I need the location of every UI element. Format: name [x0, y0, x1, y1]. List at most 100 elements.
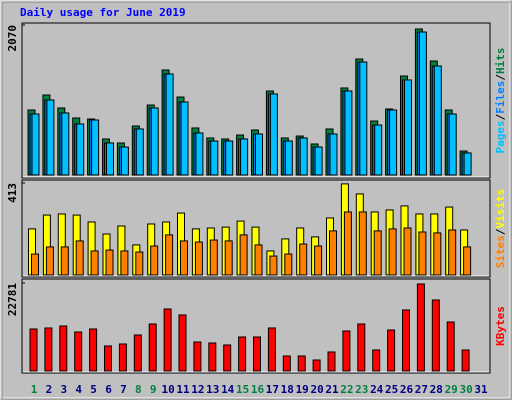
bar [433, 232, 442, 276]
bar [388, 228, 397, 276]
bar [284, 140, 293, 176]
x-tick-label: 31 [474, 383, 488, 396]
x-tick-label: 21 [325, 383, 339, 396]
bar [165, 234, 174, 276]
x-tick-label: 12 [191, 383, 204, 396]
x-tick-label: 2 [46, 383, 53, 396]
bar [75, 240, 84, 276]
y-tick-label: 2070 [6, 25, 19, 52]
x-tick-label: 26 [400, 383, 414, 396]
bar [416, 283, 425, 372]
x-tick-label: 5 [90, 383, 97, 396]
bar [178, 314, 187, 372]
bar [342, 330, 351, 372]
bar [60, 246, 69, 276]
bar [329, 230, 337, 276]
bar [254, 244, 263, 276]
bar [299, 137, 308, 176]
x-tick-label: 29 [445, 383, 458, 396]
bar [418, 31, 427, 176]
bar [44, 327, 53, 372]
x-tick-label: 3 [60, 383, 67, 396]
bar [106, 142, 114, 176]
bar [225, 140, 234, 176]
bar [105, 249, 114, 276]
bar [46, 99, 55, 176]
bar [148, 323, 157, 372]
legend-entry: Hits [494, 48, 507, 75]
bar [133, 334, 142, 372]
x-tick-label: 19 [296, 383, 309, 396]
bar [282, 355, 291, 372]
x-tick-label: 14 [221, 383, 235, 396]
bar [387, 329, 396, 372]
bar [327, 351, 336, 372]
bar [253, 336, 261, 372]
x-tick-label: 4 [75, 383, 82, 396]
x-tick-label: 10 [161, 383, 174, 396]
x-tick-label: 1 [31, 383, 38, 396]
bar [90, 250, 99, 276]
bar [344, 90, 353, 176]
bar [431, 299, 440, 372]
bar [150, 107, 159, 176]
bar [31, 113, 40, 176]
x-tick-label: 24 [370, 383, 384, 396]
x-tick-label: 17 [266, 383, 279, 396]
bar [209, 239, 218, 276]
x-tick-label: 22 [340, 383, 353, 396]
legend-entry: Pages [494, 120, 507, 153]
bar [299, 243, 308, 276]
bar [224, 240, 233, 276]
legend: Pages/Files/Hits [494, 48, 507, 154]
y-tick-label: 413 [6, 183, 19, 203]
x-tick-label: 28 [430, 383, 443, 396]
bar [389, 109, 398, 176]
legend-entry: KBytes [494, 306, 507, 346]
bar [208, 342, 217, 372]
bar [357, 323, 366, 372]
bar [446, 321, 455, 372]
bar [135, 251, 144, 276]
x-tick-label: 18 [281, 383, 294, 396]
bar [403, 227, 412, 276]
legend: KBytes [494, 306, 507, 346]
x-tick-label: 16 [251, 383, 265, 396]
bar [104, 345, 112, 372]
bar [210, 140, 219, 176]
bar [314, 245, 323, 276]
x-tick-label: 6 [105, 383, 112, 396]
bar [223, 344, 232, 372]
bar [135, 128, 144, 176]
bar [31, 253, 39, 276]
legend: Sites/Visits [494, 189, 507, 269]
legend-separator: / [494, 228, 507, 235]
bar [297, 355, 306, 372]
bar [267, 327, 276, 372]
bar [343, 211, 352, 276]
bar [404, 79, 412, 176]
x-tick-label: 27 [415, 383, 428, 396]
bar [374, 124, 383, 176]
bar [312, 359, 321, 372]
bar [463, 152, 472, 176]
x-tick-label: 13 [206, 383, 219, 396]
x-tick-label: 20 [310, 383, 323, 396]
bar [194, 241, 203, 276]
x-tick-label: 11 [176, 383, 190, 396]
bar [61, 112, 70, 176]
bar [255, 133, 263, 176]
bar [193, 341, 202, 372]
legend-entry: Files [494, 81, 507, 114]
bar [118, 343, 127, 372]
bar [120, 250, 129, 276]
bar [358, 211, 367, 276]
bar [163, 308, 172, 372]
legend-separator: / [494, 74, 507, 81]
legend-entry: Visits [494, 189, 507, 229]
bar [74, 331, 83, 372]
bar [269, 255, 278, 276]
